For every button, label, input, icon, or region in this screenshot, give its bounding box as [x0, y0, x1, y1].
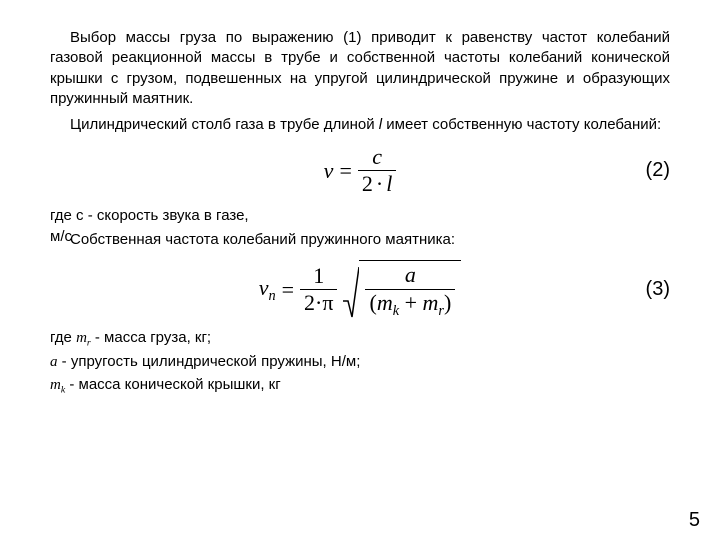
w3-pre: где — [50, 329, 76, 346]
eq2-den: 2·l — [358, 172, 396, 196]
eq3-where: где mr - масса груза, кг; a - упругость … — [50, 327, 670, 397]
eq2-den-2: 2 — [362, 171, 373, 196]
eq3-rad-den: (mk + mr) — [365, 291, 455, 320]
equation-2-number: (2) — [646, 159, 670, 182]
eq3-where-line1: где mr - масса груза, кг; — [50, 327, 670, 351]
paragraph-2: Цилиндрический столб газа в трубе длиной… — [50, 115, 670, 135]
rad-close: ) — [444, 290, 451, 315]
eq3-lhs: vn — [259, 275, 276, 305]
eq3-coef-den: 2·π — [300, 291, 337, 315]
eq3-coef-num: 1 — [309, 264, 328, 288]
equation-3: vn = 1 2·π a (mk — [259, 260, 462, 319]
eq2-lhs: v — [324, 158, 334, 184]
equation-2: v = c 2·l — [324, 145, 397, 196]
eq2-where-line1: где с - скорость звука в газе, — [50, 205, 670, 227]
eq3-lhs-base: v — [259, 275, 269, 300]
p2-tail: имеет собственную частоту колебаний: — [382, 116, 661, 133]
w3-a: a — [50, 354, 58, 370]
rad-plus: + — [399, 290, 422, 315]
w3-l3-post: - масса конической крышки, кг — [65, 376, 281, 393]
equation-3-row: vn = 1 2·π a (mk — [50, 260, 670, 319]
paragraph-3: Собственная частота колебаний пружинного… — [50, 230, 670, 250]
w3-mk-base: m — [50, 377, 61, 393]
eq2-num: c — [368, 145, 386, 169]
rad-mk-base: m — [377, 290, 393, 315]
w3-l2-post: - упругость цилиндрической пружины, Н/м; — [58, 353, 361, 370]
page-number: 5 — [689, 509, 700, 532]
eq2-equals: = — [339, 158, 351, 184]
eq3-where-line2: a - упругость цилиндрической пружины, Н/… — [50, 351, 670, 374]
eq2-fraction: c 2·l — [358, 145, 396, 196]
w3-mr-base: m — [76, 330, 87, 346]
equation-2-row: v = c 2·l (2) — [50, 145, 670, 196]
eq3-equals: = — [282, 277, 294, 303]
rad-open: ( — [369, 290, 376, 315]
equation-3-number: (3) — [646, 278, 670, 301]
eq2-den-l: l — [386, 171, 392, 196]
rad-mr-base: m — [422, 290, 438, 315]
eq3-where-line3: mk - масса конической крышки, кг — [50, 374, 670, 398]
eq2-den-dot: · — [373, 171, 386, 196]
eq3-coef: 1 2·π — [300, 264, 337, 315]
sqrt-symbol — [343, 260, 359, 319]
p2-lead: Цилиндрический столб газа в трубе длиной — [70, 116, 379, 133]
paragraph-1: Выбор массы груза по выражению (1) приво… — [50, 28, 670, 109]
w3-l1-post: - масса груза, кг; — [91, 329, 211, 346]
eq3-rad-num: a — [401, 263, 420, 287]
eq3-radicand: a (mk + mr) — [359, 260, 461, 319]
eq3-sqrt: a (mk + mr) — [343, 260, 461, 319]
eq3-lhs-sub: n — [268, 288, 275, 304]
